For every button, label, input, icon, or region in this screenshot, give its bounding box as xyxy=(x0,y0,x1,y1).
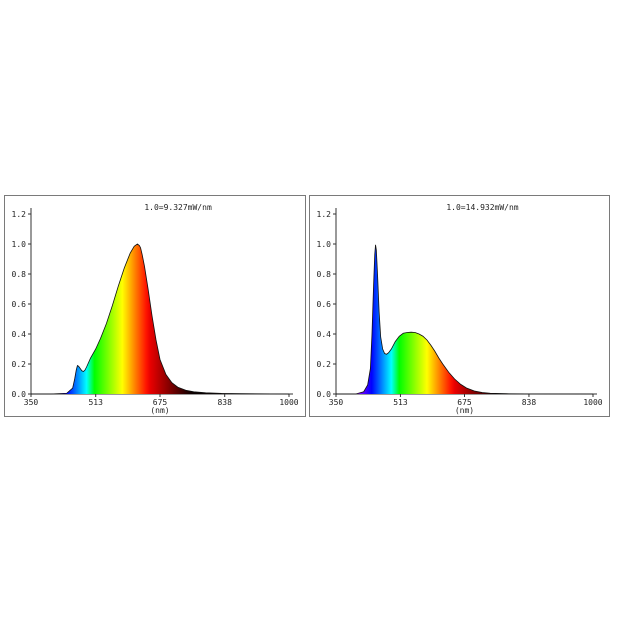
x-tick-label: 675 xyxy=(153,398,168,407)
y-tick-label: 0.2 xyxy=(317,360,332,369)
x-tick-label: 513 xyxy=(393,398,408,407)
scale-annotation: 1.0=9.327mW/nm xyxy=(144,203,212,212)
spectrum-line xyxy=(31,243,290,395)
y-tick-label: 1.2 xyxy=(317,210,332,219)
spectrum-chart-right-svg: 0.0 0.2 0.4 0.6 0.8 1.0 1.2 350 513 675 838 1000 (nm… xyxy=(317,203,603,415)
x-tick-label: 838 xyxy=(522,398,537,407)
x-axis-label: (nm) xyxy=(455,406,474,415)
y-tick-label: 0.4 xyxy=(12,330,27,339)
spectrum-area xyxy=(31,244,289,394)
y-tick-label: 0.8 xyxy=(12,270,27,279)
scale-annotation: 1.0=14.932mW/nm xyxy=(446,203,518,212)
x-tick-label: 513 xyxy=(88,398,103,407)
x-axis-label: (nm) xyxy=(150,406,169,415)
x-tick-label: 350 xyxy=(329,398,344,407)
spectrum-line xyxy=(336,244,594,395)
y-tick-label: 1.0 xyxy=(317,240,332,249)
y-tick-label: 1.2 xyxy=(12,210,27,219)
x-tick-label: 1000 xyxy=(279,398,298,407)
y-tick-label: 0.6 xyxy=(317,300,332,309)
y-tick-label: 0.2 xyxy=(12,360,27,369)
x-tick-label: 1000 xyxy=(583,398,602,407)
y-tick-label: 1.0 xyxy=(12,240,27,249)
y-tick-label: 0.0 xyxy=(317,390,332,399)
spectrum-chart-left: 0.0 0.2 0.4 0.6 0.8 1.0 1.2 350 513 675 838 1000 (nm… xyxy=(4,195,306,417)
y-tick-label: 0.6 xyxy=(12,300,27,309)
spectrum-area xyxy=(336,244,593,394)
spectrum-chart-right: 0.0 0.2 0.4 0.6 0.8 1.0 1.2 350 513 675 838 1000 (nm… xyxy=(309,195,610,417)
spectrum-chart-left-svg: 0.0 0.2 0.4 0.6 0.8 1.0 1.2 350 513 675 838 1000 (nm… xyxy=(12,203,299,415)
x-tick-label: 350 xyxy=(24,398,39,407)
x-tick-label: 675 xyxy=(457,398,472,407)
y-tick-label: 0.8 xyxy=(317,270,332,279)
y-tick-label: 0.4 xyxy=(317,330,332,339)
x-tick-label: 838 xyxy=(217,398,232,407)
y-tick-label: 0.0 xyxy=(12,390,27,399)
